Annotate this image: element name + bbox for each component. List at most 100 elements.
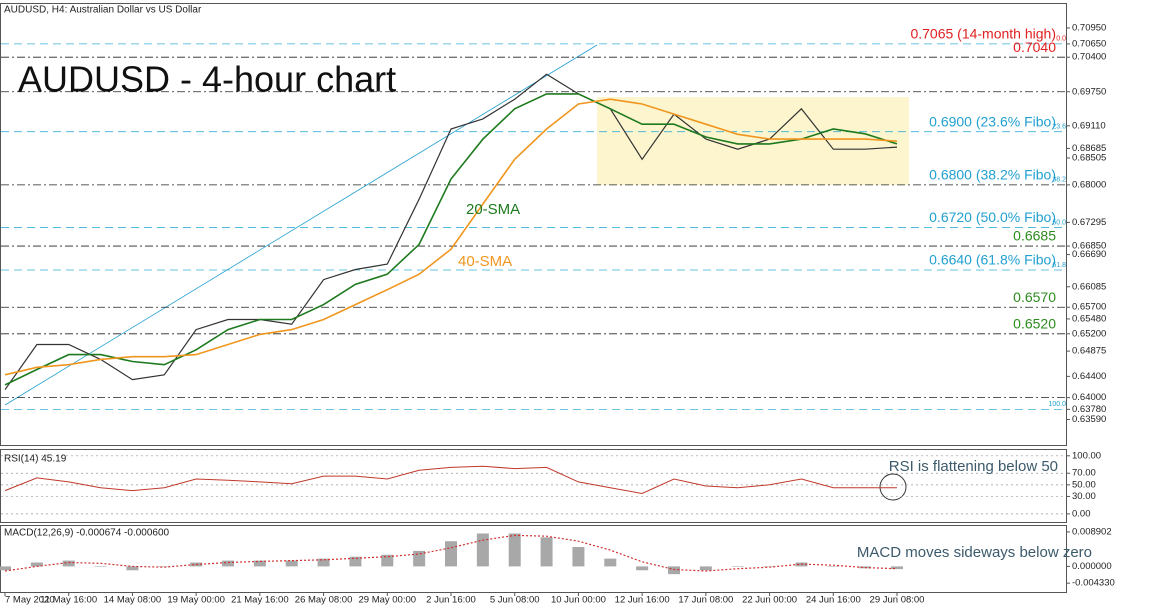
x-tick-label: 26 May 08:00	[295, 595, 353, 606]
x-tick-label: 2 Jun 16:00	[426, 595, 476, 606]
macd-bar	[317, 558, 330, 567]
chart-header: AUDUSD, H4: Australian Dollar vs US Doll…	[4, 5, 202, 16]
macd-bar	[222, 560, 234, 567]
x-tick-label: 17 Jun 08:00	[678, 595, 733, 606]
x-tick-label: 21 May 16:00	[231, 595, 289, 606]
x-tick-label: 5 Jun 08:00	[490, 595, 540, 606]
macd-bar	[699, 566, 712, 571]
y-tick-label: 0.63590	[1072, 414, 1106, 425]
macd-bar	[636, 566, 649, 571]
y-tick-label: 0.64000	[1072, 392, 1106, 403]
y-tick-label: 70.00	[1072, 468, 1096, 479]
macd-bar	[381, 554, 394, 567]
macd-bar	[94, 566, 107, 567]
macd-bar	[30, 562, 43, 567]
y-tick-label: 0.68505	[1072, 153, 1106, 164]
y-tick-label: 0.66690	[1072, 249, 1106, 260]
rsi-frame	[0, 449, 1067, 523]
macd-bar	[285, 560, 298, 567]
x-tick-label: 14 May 08:00	[104, 595, 162, 606]
level-label: 0.6800 (38.2% Fibo)	[929, 167, 1056, 183]
y-tick-label: 0.00	[1072, 508, 1091, 519]
range-box	[597, 97, 909, 185]
fibo-label: 61.8	[1052, 262, 1066, 269]
y-tick-label: 0.64400	[1072, 371, 1106, 382]
fibo-label: 23.6	[1052, 124, 1066, 131]
level-label: 0.6520	[1013, 316, 1056, 332]
y-tick-label: 0.65480	[1072, 313, 1106, 324]
level-label: 0.6685	[1013, 228, 1056, 244]
macd-bar	[253, 560, 266, 567]
macd-bar	[445, 541, 457, 567]
level-label: 0.7040	[1013, 39, 1056, 55]
y-tick-label: 0.70400	[1072, 52, 1106, 63]
macd-bar	[476, 533, 489, 567]
y-tick-label: 0.66850	[1072, 241, 1106, 252]
x-tick-label: 22 Jun 00:00	[742, 595, 797, 606]
macd-bar	[604, 558, 617, 567]
annotation: RSI is flattening below 50	[889, 458, 1058, 475]
y-tick-label: 0.68685	[1072, 143, 1106, 154]
x-tick-label: 19 May 00:00	[167, 595, 225, 606]
x-tick-label: 29 May 00:00	[358, 595, 416, 606]
fibo-label: 0.0	[1056, 36, 1066, 43]
y-tick-label: 0.68000	[1072, 179, 1106, 190]
macd-bar	[190, 562, 203, 567]
y-tick-label: 50.00	[1072, 479, 1096, 490]
macd-bar	[413, 550, 426, 567]
level-label: 0.6720 (50.0% Fibo)	[929, 209, 1056, 225]
y-tick-label: 0.65700	[1072, 302, 1106, 313]
level-label: 0.6570	[1013, 289, 1056, 305]
series-label: 20-SMA	[466, 201, 520, 218]
macd-bar	[891, 566, 903, 570]
rsi-highlight	[879, 473, 907, 501]
chart-title: AUDUSD - 4-hour chart	[18, 59, 396, 100]
macd-bar	[731, 566, 744, 567]
macd-bar	[827, 566, 840, 567]
series-line	[4, 93, 898, 386]
level-label: 0.7065 (14-month high)	[910, 26, 1056, 42]
series-label: 40-SMA	[458, 253, 512, 270]
plot-layer: 0.70950 0.70650 0.70400 0.69750 0.69110 0.686…	[0, 22, 1115, 606]
y-tick-label: 0.69750	[1072, 86, 1106, 97]
macd-bar	[508, 533, 521, 567]
price-frame	[0, 3, 1067, 446]
panel-title: RSI(14) 45.19	[4, 454, 67, 465]
macd-bar	[572, 547, 585, 567]
macd-bar	[62, 560, 75, 567]
y-tick-label: 30.00	[1072, 491, 1096, 502]
fibo-trendline	[4, 44, 598, 406]
y-tick-label: 0.70650	[1072, 38, 1106, 49]
y-tick-label: 0.70950	[1072, 22, 1106, 33]
macd-bar	[126, 566, 139, 571]
y-tick-label: 0.66085	[1072, 281, 1106, 292]
series-line	[4, 465, 897, 495]
y-tick-label: 0.69110	[1072, 120, 1106, 131]
fibo-label: 38.2	[1052, 177, 1066, 184]
y-tick-label: 0.64875	[1072, 346, 1106, 357]
y-tick-label: 100.00	[1072, 450, 1101, 461]
y-tick-label: 0.008902	[1072, 526, 1112, 537]
series-line	[4, 73, 898, 391]
y-tick-label: 0.65200	[1072, 328, 1106, 339]
x-tick-label: 10 Jun 00:00	[551, 595, 606, 606]
y-tick-label: -0.004330	[1072, 578, 1115, 589]
fibo-label: 100.0	[1048, 401, 1066, 408]
x-tick-label: 29 Jun 08:00	[870, 595, 925, 606]
macd-bar	[349, 556, 362, 567]
x-tick-label: 11 May 16:00	[40, 595, 97, 606]
x-tick-label: 12 Jun 16:00	[615, 595, 670, 606]
macd-frame	[0, 525, 1067, 593]
level-label: 0.6900 (23.6% Fibo)	[929, 113, 1056, 129]
y-tick-label: 0.000000	[1072, 561, 1112, 572]
annotation: MACD moves sideways below zero	[857, 544, 1092, 561]
y-tick-label: 0.67295	[1072, 217, 1106, 228]
level-label: 0.6640 (61.8% Fibo)	[929, 252, 1056, 268]
x-tick-label: 7 May 2020	[5, 595, 55, 606]
macd-bar	[668, 566, 680, 575]
panel-title: MACD(12,26,9) -0.000674 -0.000600	[4, 528, 170, 539]
fibo-label: 50.0	[1052, 219, 1066, 226]
series-line	[4, 534, 898, 572]
y-tick-label: 0.63780	[1072, 404, 1106, 415]
